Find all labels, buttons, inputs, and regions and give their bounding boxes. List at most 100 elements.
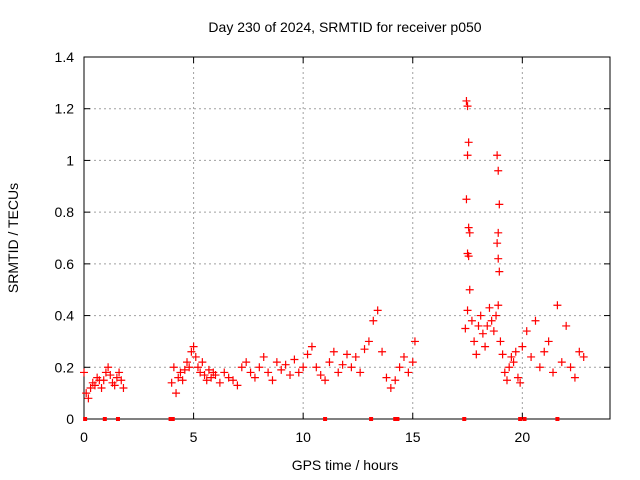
data-point xyxy=(522,327,531,336)
gap-marker xyxy=(83,417,88,421)
data-point xyxy=(461,324,470,333)
data-point xyxy=(272,358,281,367)
data-point xyxy=(229,376,238,385)
gap-marker xyxy=(170,417,175,421)
data-point xyxy=(464,252,473,261)
data-point xyxy=(183,358,192,367)
data-point xyxy=(86,383,95,392)
data-point xyxy=(347,363,356,372)
data-point xyxy=(472,350,481,359)
data-point xyxy=(268,376,277,385)
data-point xyxy=(220,368,229,377)
x-tick-label: 20 xyxy=(515,429,531,445)
data-point xyxy=(334,368,343,377)
data-point xyxy=(90,381,99,390)
data-point xyxy=(119,383,128,392)
data-point xyxy=(505,363,514,372)
data-point xyxy=(215,378,224,387)
data-point xyxy=(110,381,119,390)
axis-ticks: 0 0.2 0.4 0.6 0.8 1 1.2 1.4 0 5 10 15 20 xyxy=(55,49,610,445)
data-point xyxy=(104,363,113,372)
data-point xyxy=(191,352,200,361)
data-point xyxy=(167,378,176,387)
data-point xyxy=(178,376,187,385)
data-point xyxy=(516,378,525,387)
data-point xyxy=(233,381,242,390)
y-tick-label: 0.8 xyxy=(55,204,75,220)
data-point xyxy=(325,358,334,367)
data-point xyxy=(465,285,474,294)
data-point xyxy=(531,316,540,325)
y-tick-label: 0.2 xyxy=(55,359,75,375)
data-point xyxy=(250,373,259,382)
data-point xyxy=(185,363,194,372)
data-point xyxy=(408,358,417,367)
gap-marker xyxy=(522,417,527,421)
data-point xyxy=(502,376,511,385)
data-point xyxy=(117,376,126,385)
gap-marker xyxy=(555,417,560,421)
data-point xyxy=(575,347,584,356)
data-point xyxy=(204,365,213,374)
data-point xyxy=(410,337,419,346)
x-axis-label: GPS time / hours xyxy=(292,457,399,473)
data-point xyxy=(172,389,181,398)
data-point xyxy=(492,311,501,320)
gap-markers xyxy=(83,417,560,421)
y-tick-label: 1.2 xyxy=(55,101,75,117)
data-point xyxy=(494,254,503,263)
data-point xyxy=(101,368,110,377)
data-point xyxy=(99,376,108,385)
data-point xyxy=(535,363,544,372)
plot-frame xyxy=(83,56,611,420)
data-point xyxy=(237,363,246,372)
y-tick-label: 0 xyxy=(66,411,74,427)
x-tick-label: 15 xyxy=(405,429,421,445)
data-point xyxy=(246,368,255,377)
y-tick-label: 0.6 xyxy=(55,256,75,272)
data-point xyxy=(84,394,93,403)
data-point xyxy=(465,228,474,237)
x-tick-label: 5 xyxy=(190,429,198,445)
data-point xyxy=(97,383,106,392)
data-point xyxy=(494,301,503,310)
data-point xyxy=(467,316,476,325)
data-point xyxy=(364,337,373,346)
y-tick-label: 1.4 xyxy=(55,49,75,65)
data-point xyxy=(495,267,504,276)
y-axis-label: SRMTID / TECUs xyxy=(5,183,21,293)
data-point xyxy=(281,360,290,369)
data-point xyxy=(207,373,216,382)
data-point xyxy=(202,376,211,385)
gap-marker xyxy=(102,417,107,421)
data-point xyxy=(494,166,503,175)
data-point xyxy=(255,363,264,372)
gap-marker xyxy=(369,417,374,421)
data-point xyxy=(399,352,408,361)
data-point xyxy=(489,327,498,336)
data-point xyxy=(312,363,321,372)
data-point xyxy=(404,368,413,377)
data-point xyxy=(579,352,588,361)
data-point xyxy=(174,373,183,382)
gap-marker xyxy=(518,417,523,421)
data-point xyxy=(463,306,472,315)
gap-marker xyxy=(395,417,400,421)
y-tick-label: 1 xyxy=(66,152,74,168)
data-point xyxy=(224,373,233,382)
grid-lines xyxy=(84,57,610,419)
data-point xyxy=(193,363,202,372)
data-point xyxy=(463,102,472,111)
data-point xyxy=(264,368,273,377)
data-point xyxy=(200,371,209,380)
data-point xyxy=(474,321,483,330)
data-point xyxy=(493,151,502,160)
data-point xyxy=(290,355,299,364)
data-point xyxy=(198,358,207,367)
data-point xyxy=(540,347,549,356)
data-point xyxy=(487,316,496,325)
data-point xyxy=(211,371,220,380)
data-point xyxy=(557,358,566,367)
data-point xyxy=(386,383,395,392)
data-points xyxy=(80,96,588,403)
